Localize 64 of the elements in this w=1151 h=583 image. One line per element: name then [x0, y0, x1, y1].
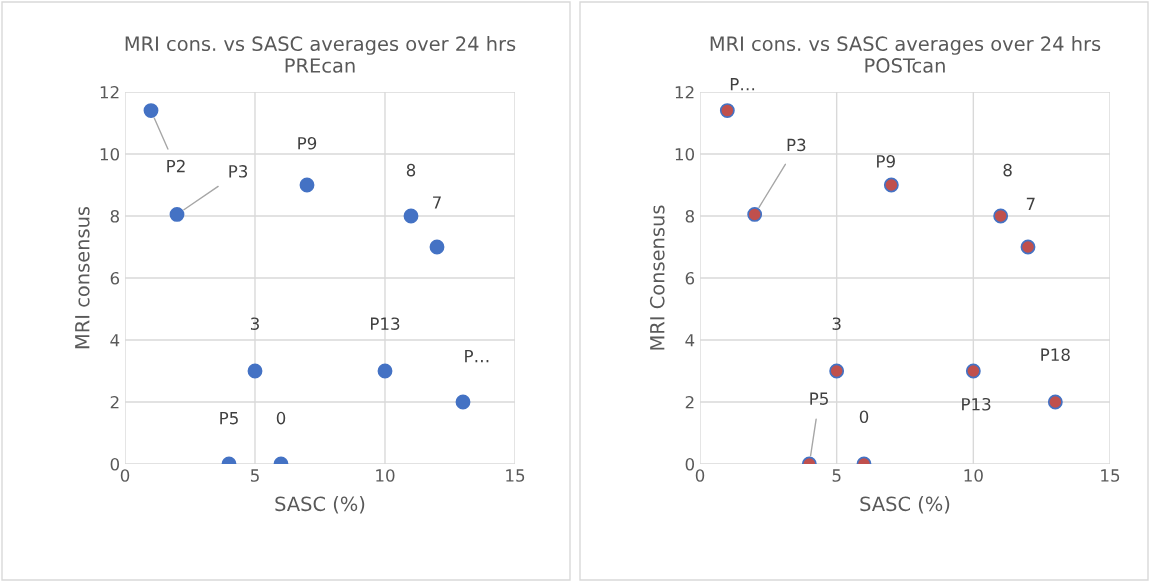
annotation: 0 [859, 410, 869, 423]
y-tick-label: 4 [110, 334, 120, 347]
annotation: 0 [276, 411, 286, 425]
y-tick-label: 10 [100, 147, 120, 161]
x-tick-label: 5 [250, 469, 259, 482]
annotation: 8 [1003, 163, 1012, 177]
point [719, 103, 735, 119]
x-axis-title: SASC (%) [860, 496, 950, 514]
y-tick-label: 6 [110, 271, 120, 285]
y-tick-label: 12 [100, 85, 119, 99]
annotation: P5 [810, 392, 828, 405]
annotation: 7 [1026, 197, 1035, 210]
point [169, 207, 185, 222]
point [883, 177, 899, 193]
annotation: P13 [962, 397, 991, 411]
y-tick-label: 0 [685, 457, 695, 471]
x-tick-label: 15 [506, 469, 525, 482]
annotation: P5 [220, 412, 238, 425]
annotation: 8 [406, 163, 416, 177]
annotation: P… [730, 78, 755, 91]
point [829, 363, 845, 379]
annotation: P18 [1041, 348, 1070, 361]
point [993, 208, 1009, 224]
y-axis-title: MRI Consensus [649, 205, 665, 350]
x-tick-label: 5 [832, 469, 841, 482]
annotation: 3 [250, 317, 259, 330]
point [377, 363, 393, 379]
chart-title: MRI cons. vs SASC averages over 24 hrs PREcan [125, 36, 516, 73]
annotation: P9 [877, 155, 895, 168]
y-tick-label: 6 [685, 271, 695, 285]
x-tick-label: 0 [695, 469, 705, 482]
point [965, 363, 981, 379]
point [299, 177, 315, 193]
chart-title: MRI cons. vs SASC averages over 24 hrs POSTcan [710, 36, 1101, 73]
annotation: P13 [371, 317, 400, 330]
x-tick-label: 15 [1101, 469, 1120, 482]
point [143, 103, 159, 119]
annotation: P2 [167, 159, 185, 173]
x-tick-label: 0 [120, 469, 130, 482]
point [455, 394, 471, 410]
point [247, 363, 263, 379]
point [747, 207, 763, 222]
point [1020, 239, 1036, 255]
x-axis-title: SASC (%) [275, 496, 365, 514]
y-tick-label: 2 [685, 395, 694, 409]
x-tick-label: 10 [376, 469, 395, 482]
y-tick-label: 8 [110, 209, 119, 223]
annotation: 7 [433, 196, 441, 209]
y-tick-label: 12 [675, 85, 694, 99]
y-tick-label: 4 [685, 334, 695, 347]
y-tick-label: 8 [685, 209, 694, 223]
point [1047, 394, 1063, 410]
annotation: P9 [298, 136, 317, 150]
y-tick-label: 0 [110, 457, 120, 471]
x-tick-label: 10 [964, 469, 983, 482]
y-axis-title: MRI consensus [75, 206, 90, 349]
y-tick-label: 10 [675, 147, 695, 161]
point [429, 239, 445, 255]
annotation: P3 [229, 165, 248, 178]
point [403, 208, 419, 224]
annotation: 3 [832, 317, 841, 330]
annotation: P3 [787, 138, 806, 152]
annotation: P… [465, 350, 489, 363]
y-tick-label: 2 [110, 395, 119, 409]
